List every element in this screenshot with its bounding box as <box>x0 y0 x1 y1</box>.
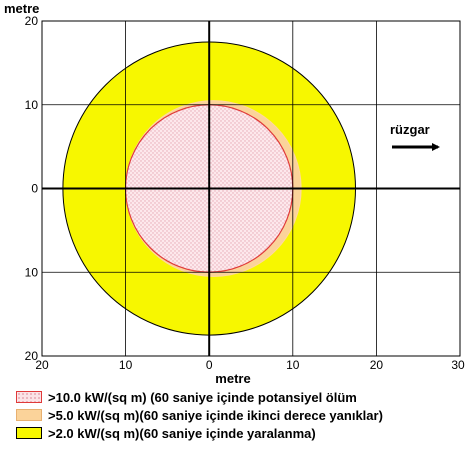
legend-label: >5.0 kW/(sq m)(60 saniye içinde ikinci d… <box>48 407 383 423</box>
axes <box>42 21 460 356</box>
legend-item: >10.0 kW/(sq m) (60 saniye içinde potans… <box>16 388 466 406</box>
legend-label: >2.0 kW/(sq m)(60 saniye içinde yaralanm… <box>48 425 316 441</box>
legend-item: >2.0 kW/(sq m)(60 saniye içinde yaralanm… <box>16 424 466 442</box>
legend-label: >10.0 kW/(sq m) (60 saniye içinde potans… <box>48 389 357 405</box>
x-tick-label: 20 <box>370 358 384 372</box>
legend-swatch <box>16 409 42 421</box>
y-tick-label: 20 <box>25 349 39 363</box>
y-axis-title: metre <box>4 1 39 16</box>
x-tick-labels: 20 10 0 10 20 30 <box>35 358 465 372</box>
wind-label: rüzgar <box>390 122 430 137</box>
legend-item: >5.0 kW/(sq m)(60 saniye içinde ikinci d… <box>16 406 466 424</box>
x-tick-label: 0 <box>206 358 213 372</box>
legend-swatch <box>16 427 42 439</box>
x-tick-label: 20 <box>35 358 49 372</box>
legend: >10.0 kW/(sq m) (60 saniye içinde potans… <box>16 388 466 442</box>
y-tick-label: 0 <box>31 182 38 196</box>
y-tick-label: 20 <box>25 14 39 28</box>
x-axis-title: metre <box>215 371 250 386</box>
y-tick-labels: 20 10 0 10 20 <box>25 14 39 363</box>
x-tick-label: 10 <box>286 358 300 372</box>
y-tick-label: 10 <box>25 265 39 279</box>
y-tick-label: 10 <box>25 98 39 112</box>
x-tick-label: 30 <box>451 358 465 372</box>
x-tick-label: 10 <box>119 358 133 372</box>
legend-swatch <box>16 391 42 403</box>
threat-zone-plot: 20 10 0 10 20 30 20 10 0 10 20 metre metre rüzgar <box>4 1 465 386</box>
